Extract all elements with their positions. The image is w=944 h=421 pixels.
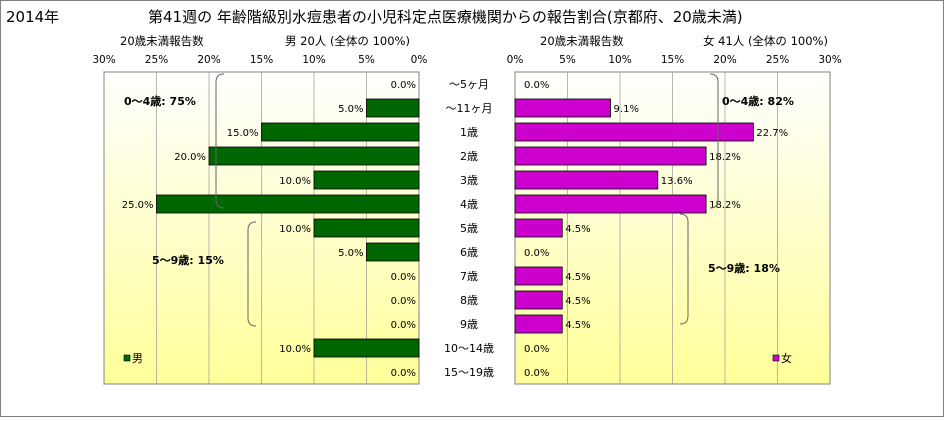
category-label: 1歳: [460, 126, 478, 139]
male-bar: [208, 146, 420, 166]
female-bracket-0-4: [709, 73, 719, 209]
male-legend-label: 男: [132, 352, 143, 365]
female-bracket-0-4-label: 0～4歳: 82%: [722, 94, 794, 108]
female-data-label: 4.5%: [565, 272, 590, 283]
male-data-label: 5.0%: [338, 248, 363, 259]
female-tick-label: 5%: [559, 54, 576, 66]
male-total-label: 男 20人 (全体の 100%): [285, 34, 410, 48]
female-data-label: 0.0%: [524, 80, 549, 91]
female-data-label: 4.5%: [565, 296, 590, 307]
male-tick-label: 30%: [92, 54, 115, 66]
female-bar: [514, 290, 563, 310]
male-tick-labels: 30% 25% 20% 15% 10% 5% 0%: [92, 54, 427, 66]
female-bar: [514, 98, 611, 118]
male-data-label: 15.0%: [227, 128, 259, 139]
male-data-labels: 0.0% 5.0% 15.0% 20.0% 10.0% 25.0% 10.0% 5.0% 0.0…: [122, 80, 416, 379]
male-bar: [366, 98, 420, 118]
female-bar: [514, 266, 563, 286]
male-bracket-0-4: [215, 73, 225, 209]
female-bracket-5-9-label: 5～9歳: 18%: [708, 261, 780, 275]
male-bar: [156, 194, 420, 214]
male-bracket-5-9: [247, 221, 257, 327]
female-data-label: 4.5%: [565, 224, 590, 235]
male-tick-label: 25%: [145, 54, 168, 66]
male-bar: [261, 122, 420, 142]
title-year: 2014年: [6, 8, 59, 26]
female-tick-label: 15%: [661, 54, 684, 66]
category-labels: ～5ヶ月 ～11ヶ月 1歳 2歳 3歳 4歳 5歳 6歳 7歳 8歳 9歳 10～14歳 15～19歳: [444, 78, 494, 379]
female-bracket-5-9: [679, 213, 689, 325]
female-total-label: 女 41人 (全体の 100%): [703, 34, 828, 48]
female-data-label: 18.2%: [709, 200, 741, 211]
female-bar: [514, 314, 563, 334]
male-tick-label: 15%: [250, 54, 273, 66]
male-bracket-5-9-label: 5～9歳: 15%: [152, 253, 224, 267]
female-tick-label: 10%: [608, 54, 631, 66]
male-bar: [366, 242, 420, 262]
male-count-label: 20歳未満報告数: [120, 34, 204, 48]
male-bars: [156, 98, 420, 358]
female-data-label: 0.0%: [524, 344, 549, 355]
category-label: 10～14歳: [444, 342, 494, 355]
female-legend-swatch: [772, 354, 780, 362]
female-data-label: 0.0%: [524, 248, 549, 259]
male-bracket-0-4-label: 0～4歳: 75%: [124, 94, 196, 108]
female-data-label: 4.5%: [565, 320, 590, 331]
male-data-label: 25.0%: [122, 200, 154, 211]
female-data-labels: 0.0% 9.1% 22.7% 18.2% 13.6% 18.2% 4.5% 0.0% 4.5%…: [524, 80, 788, 379]
female-tick-label: 25%: [766, 54, 789, 66]
female-tick-labels: 0% 5% 10% 15% 20% 25% 30%: [507, 54, 842, 66]
female-data-label: 9.1%: [614, 104, 639, 115]
male-bar: [313, 218, 420, 238]
male-tick-label: 0%: [411, 54, 428, 66]
male-bar: [313, 338, 420, 358]
category-label: 15～19歳: [444, 366, 494, 379]
category-label: 9歳: [460, 318, 478, 331]
female-tick-label: 30%: [818, 54, 841, 66]
female-data-label: 0.0%: [524, 368, 549, 379]
category-label: 5歳: [460, 222, 478, 235]
male-data-label: 10.0%: [279, 176, 311, 187]
male-data-label: 20.0%: [174, 152, 206, 163]
category-label: 6歳: [460, 246, 478, 259]
category-label: 7歳: [460, 270, 478, 283]
male-bar: [313, 170, 420, 190]
category-label: 3歳: [460, 174, 478, 187]
male-legend-swatch: [123, 354, 131, 362]
female-count-label: 20歳未満報告数: [540, 34, 624, 48]
male-data-label: 10.0%: [279, 344, 311, 355]
female-tick-label: 20%: [713, 54, 736, 66]
male-data-label: 0.0%: [391, 368, 416, 379]
female-bar: [514, 122, 754, 142]
category-label: 4歳: [460, 198, 478, 211]
female-data-label: 13.6%: [661, 176, 693, 187]
male-data-label: 0.0%: [391, 80, 416, 91]
male-tick-label: 10%: [302, 54, 325, 66]
female-data-label: 18.2%: [709, 152, 741, 163]
category-label: 8歳: [460, 294, 478, 307]
male-data-label: 0.0%: [391, 272, 416, 283]
category-label: ～11ヶ月: [446, 102, 493, 115]
female-tick-label: 0%: [507, 54, 524, 66]
male-tick-label: 5%: [358, 54, 375, 66]
female-bar: [514, 194, 707, 214]
female-data-label: 22.7%: [756, 128, 788, 139]
male-data-label: 0.0%: [391, 320, 416, 331]
male-data-label: 5.0%: [338, 104, 363, 115]
category-label: 2歳: [460, 150, 478, 163]
category-label: ～5ヶ月: [449, 78, 489, 91]
female-bar: [514, 170, 659, 190]
female-legend-label: 女: [781, 351, 792, 365]
chart-title: 第41週の 年齢階級別水痘患者の小児科定点医療機関からの報告割合(京都府、20歳…: [148, 8, 743, 26]
male-data-label: 10.0%: [279, 224, 311, 235]
male-tick-label: 20%: [197, 54, 220, 66]
female-bars: [514, 98, 754, 334]
male-data-label: 0.0%: [391, 296, 416, 307]
female-bar: [514, 218, 563, 238]
female-bar: [514, 146, 707, 166]
